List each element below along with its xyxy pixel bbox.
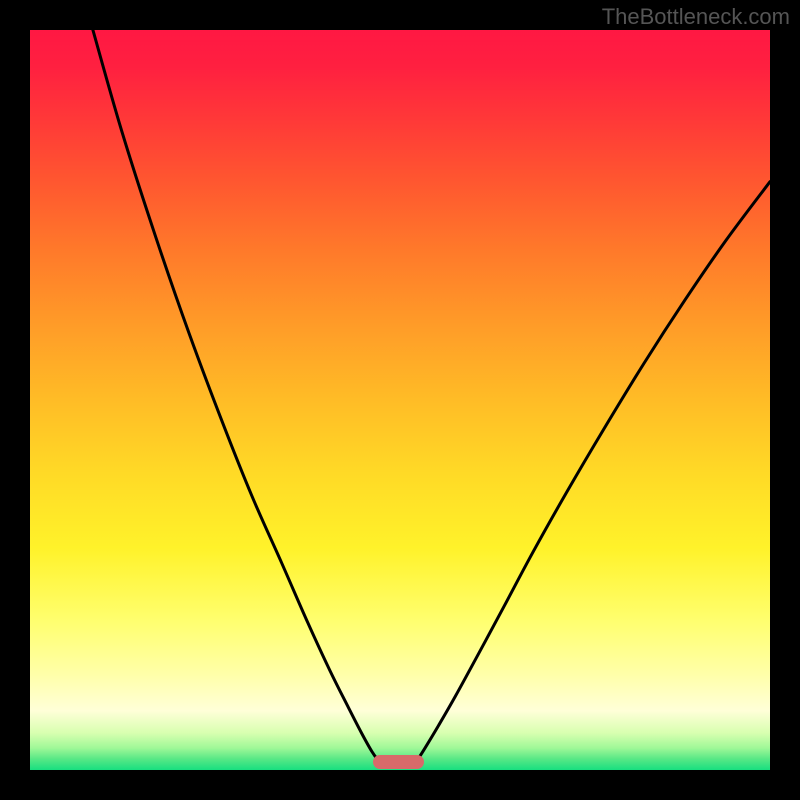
chart-container: TheBottleneck.com [0, 0, 800, 800]
watermark-text: TheBottleneck.com [602, 4, 790, 30]
bottleneck-marker [373, 755, 425, 768]
plot-area [30, 30, 770, 770]
